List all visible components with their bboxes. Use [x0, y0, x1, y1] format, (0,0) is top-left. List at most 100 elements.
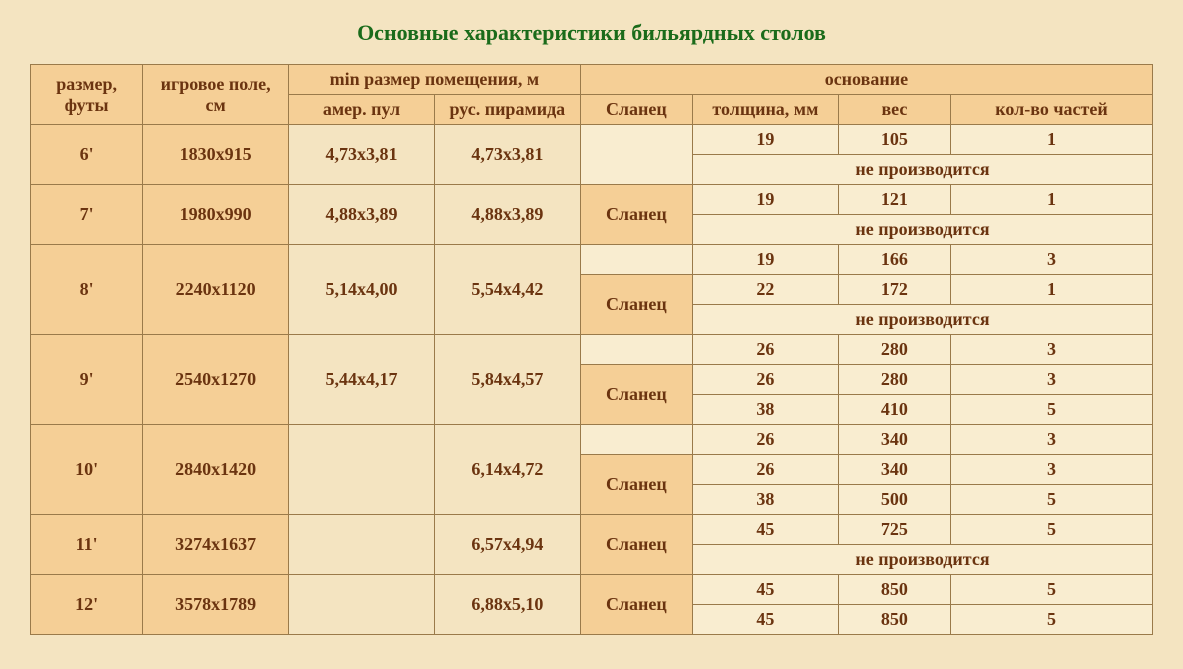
cell-p: 5 — [951, 605, 1153, 635]
row-10-line1: 10' 2840х1420 6,14х4,72 26 340 3 — [31, 425, 1153, 455]
cell-p: 3 — [951, 335, 1153, 365]
cell-slate: Сланец — [580, 185, 692, 245]
cell-w: 172 — [838, 275, 950, 305]
cell-slate: Сланец — [580, 455, 692, 515]
cell-p: 1 — [951, 125, 1153, 155]
cell-p: 3 — [951, 365, 1153, 395]
cell-th: 26 — [692, 455, 838, 485]
cell-th: 22 — [692, 275, 838, 305]
row-8-line1: 8' 2240х1120 5,14х4,00 5,54х4,42 19 166 … — [31, 245, 1153, 275]
hdr-pool: амер. пул — [289, 95, 435, 125]
row-11-line1: 11' 3274х1637 6,57х4,94 Сланец 45 725 5 — [31, 515, 1153, 545]
cell-th: 19 — [692, 245, 838, 275]
page-title: Основные характеристики бильярдных столо… — [30, 20, 1153, 46]
cell-pool: 4,73х3,81 — [289, 125, 435, 185]
header-row-1: размер, футы игровое поле, см min размер… — [31, 65, 1153, 95]
cell-size: 10' — [31, 425, 143, 515]
cell-pyr: 6,57х4,94 — [434, 515, 580, 575]
cell-slate-empty — [580, 125, 692, 185]
row-6-line1: 6' 1830х915 4,73х3,81 4,73х3,81 19 105 1 — [31, 125, 1153, 155]
cell-pool — [289, 515, 435, 575]
cell-p: 1 — [951, 185, 1153, 215]
cell-field: 2840х1420 — [143, 425, 289, 515]
cell-th: 45 — [692, 515, 838, 545]
hdr-parts: кол-во частей — [951, 95, 1153, 125]
cell-field: 2540х1270 — [143, 335, 289, 425]
cell-slate: Сланец — [580, 515, 692, 575]
cell-p: 1 — [951, 275, 1153, 305]
cell-th: 45 — [692, 575, 838, 605]
cell-w: 105 — [838, 125, 950, 155]
cell-slate: Сланец — [580, 365, 692, 425]
cell-pyr: 5,54х4,42 — [434, 245, 580, 335]
cell-p: 5 — [951, 395, 1153, 425]
cell-pool: 4,88х3,89 — [289, 185, 435, 245]
cell-th: 19 — [692, 185, 838, 215]
cell-p: 5 — [951, 485, 1153, 515]
cell-slate: Сланец — [580, 575, 692, 635]
cell-w: 121 — [838, 185, 950, 215]
cell-pool — [289, 425, 435, 515]
cell-th: 26 — [692, 425, 838, 455]
hdr-pyramid: рус. пирамида — [434, 95, 580, 125]
cell-noprod: не производится — [692, 215, 1152, 245]
cell-p: 3 — [951, 455, 1153, 485]
cell-th: 45 — [692, 605, 838, 635]
cell-th: 38 — [692, 395, 838, 425]
cell-pool: 5,14х4,00 — [289, 245, 435, 335]
cell-w: 500 — [838, 485, 950, 515]
cell-p: 3 — [951, 425, 1153, 455]
cell-size: 7' — [31, 185, 143, 245]
cell-size: 12' — [31, 575, 143, 635]
cell-pool: 5,44х4,17 — [289, 335, 435, 425]
cell-size: 11' — [31, 515, 143, 575]
cell-th: 26 — [692, 365, 838, 395]
cell-noprod: не производится — [692, 545, 1152, 575]
cell-th: 26 — [692, 335, 838, 365]
cell-pyr: 4,73х3,81 — [434, 125, 580, 185]
hdr-base: основание — [580, 65, 1152, 95]
row-12-line1: 12' 3578х1789 6,88х5,10 Сланец 45 850 5 — [31, 575, 1153, 605]
cell-slate-empty — [580, 335, 692, 365]
cell-p: 5 — [951, 575, 1153, 605]
row-9-line1: 9' 2540х1270 5,44х4,17 5,84х4,57 26 280 … — [31, 335, 1153, 365]
cell-pool — [289, 575, 435, 635]
cell-w: 725 — [838, 515, 950, 545]
cell-w: 340 — [838, 455, 950, 485]
cell-field: 3578х1789 — [143, 575, 289, 635]
cell-pyr: 5,84х4,57 — [434, 335, 580, 425]
hdr-room: min размер помещения, м — [289, 65, 581, 95]
cell-size: 9' — [31, 335, 143, 425]
cell-field: 1830х915 — [143, 125, 289, 185]
cell-th: 19 — [692, 125, 838, 155]
hdr-weight: вес — [838, 95, 950, 125]
hdr-slate: Сланец — [580, 95, 692, 125]
cell-pyr: 6,14х4,72 — [434, 425, 580, 515]
cell-slate-empty — [580, 245, 692, 275]
billiard-table-specs: размер, футы игровое поле, см min размер… — [30, 64, 1153, 635]
cell-noprod: не производится — [692, 305, 1152, 335]
cell-pyr: 6,88х5,10 — [434, 575, 580, 635]
cell-p: 3 — [951, 245, 1153, 275]
cell-noprod: не производится — [692, 155, 1152, 185]
hdr-thickness: толщина, мм — [692, 95, 838, 125]
cell-w: 410 — [838, 395, 950, 425]
cell-size: 6' — [31, 125, 143, 185]
cell-size: 8' — [31, 245, 143, 335]
cell-w: 280 — [838, 365, 950, 395]
cell-pyr: 4,88х3,89 — [434, 185, 580, 245]
hdr-field: игровое поле, см — [143, 65, 289, 125]
cell-w: 280 — [838, 335, 950, 365]
cell-w: 340 — [838, 425, 950, 455]
cell-w: 166 — [838, 245, 950, 275]
cell-p: 5 — [951, 515, 1153, 545]
cell-field: 1980х990 — [143, 185, 289, 245]
cell-w: 850 — [838, 575, 950, 605]
cell-slate-empty — [580, 425, 692, 455]
row-7-line1: 7' 1980х990 4,88х3,89 4,88х3,89 Сланец 1… — [31, 185, 1153, 215]
cell-w: 850 — [838, 605, 950, 635]
cell-th: 38 — [692, 485, 838, 515]
cell-field: 3274х1637 — [143, 515, 289, 575]
hdr-size: размер, футы — [31, 65, 143, 125]
cell-field: 2240х1120 — [143, 245, 289, 335]
